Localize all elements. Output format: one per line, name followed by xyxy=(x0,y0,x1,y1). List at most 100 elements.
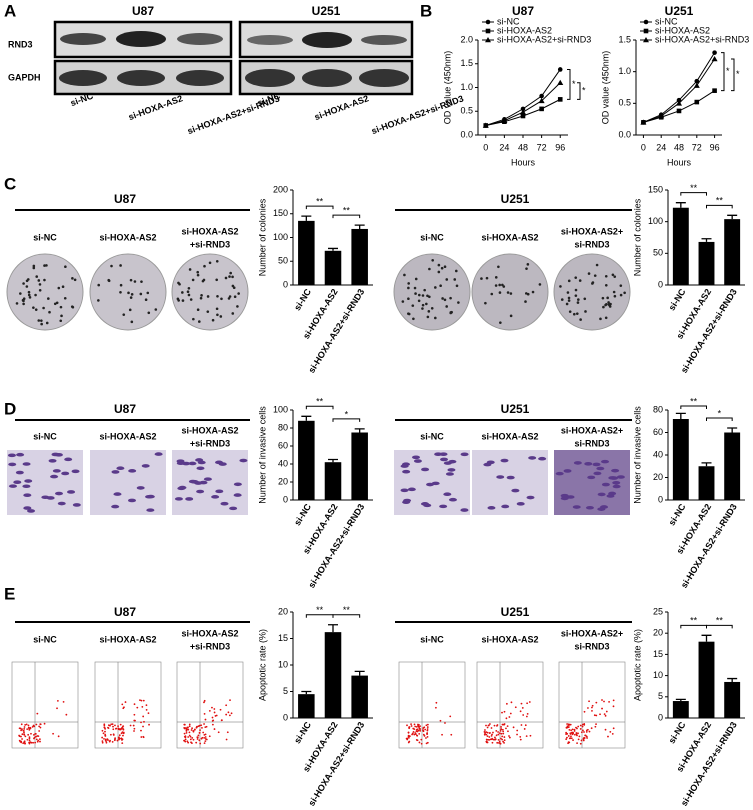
event xyxy=(226,731,229,734)
cell xyxy=(185,497,194,501)
colony xyxy=(421,303,425,307)
event xyxy=(500,732,503,735)
event xyxy=(500,728,502,731)
colony xyxy=(457,301,460,304)
event xyxy=(577,725,580,728)
colony xyxy=(490,292,494,296)
colony xyxy=(144,298,148,302)
event xyxy=(141,706,144,708)
colony xyxy=(45,264,48,267)
event xyxy=(192,730,195,732)
colony xyxy=(133,280,137,283)
colony xyxy=(583,297,587,301)
x-tick-label: 0 xyxy=(641,142,646,152)
event xyxy=(422,730,425,733)
event xyxy=(420,742,423,745)
colony xyxy=(40,322,43,326)
event xyxy=(26,728,29,731)
event xyxy=(498,742,500,744)
event xyxy=(414,733,417,735)
event xyxy=(505,702,508,705)
legend-label: si-NC xyxy=(497,16,520,26)
colony xyxy=(485,276,489,280)
event xyxy=(503,736,506,738)
colony xyxy=(609,302,612,306)
event xyxy=(117,727,120,730)
event xyxy=(185,731,188,734)
colony xyxy=(206,295,210,298)
colony xyxy=(107,278,111,282)
event xyxy=(52,732,55,735)
event xyxy=(408,727,411,730)
condition-label: +si-RND3 xyxy=(190,641,230,651)
cell xyxy=(587,475,596,480)
blot-band xyxy=(359,69,409,87)
colony xyxy=(524,300,527,303)
cell xyxy=(195,458,204,462)
cell xyxy=(597,492,606,497)
y-tick-label: 0 xyxy=(658,279,663,289)
event xyxy=(114,738,116,741)
cell xyxy=(560,496,569,501)
event xyxy=(145,709,148,711)
event xyxy=(516,729,519,732)
event xyxy=(582,729,584,732)
event xyxy=(203,699,206,702)
event xyxy=(571,731,574,734)
cell xyxy=(612,480,621,485)
event xyxy=(519,738,522,741)
colony xyxy=(526,292,530,296)
cell xyxy=(506,475,515,480)
event xyxy=(197,734,200,737)
colony xyxy=(15,302,19,305)
y-tick-label: 20 xyxy=(653,628,663,638)
event xyxy=(524,724,527,727)
x-tick-label: 96 xyxy=(555,142,565,152)
event xyxy=(36,712,39,715)
event xyxy=(413,733,416,736)
colony xyxy=(34,293,37,297)
colony xyxy=(59,305,63,309)
event xyxy=(495,734,498,737)
colony xyxy=(38,288,42,292)
colony xyxy=(445,305,448,308)
event xyxy=(107,739,109,742)
colony xyxy=(191,278,195,282)
colony xyxy=(196,308,200,312)
event xyxy=(142,735,145,738)
legend-label: si-HOXA-AS2 xyxy=(655,25,710,35)
cell xyxy=(146,494,155,499)
cell xyxy=(496,475,505,479)
event xyxy=(120,737,123,740)
x-tick-label: 48 xyxy=(518,142,528,152)
event xyxy=(525,715,528,718)
event xyxy=(528,701,531,703)
event xyxy=(103,724,106,727)
row-title: U87 xyxy=(114,402,136,416)
event xyxy=(496,741,499,744)
colony xyxy=(421,294,425,297)
colony xyxy=(407,297,410,301)
colony xyxy=(216,313,219,317)
colony xyxy=(199,296,203,300)
cell xyxy=(50,474,59,479)
event xyxy=(581,723,584,726)
event xyxy=(112,725,114,728)
colony xyxy=(216,294,219,298)
significance-bracket xyxy=(305,614,334,618)
bar xyxy=(724,681,741,718)
event xyxy=(20,723,23,726)
colony xyxy=(119,290,122,294)
event xyxy=(418,741,421,744)
error-bar xyxy=(354,428,365,433)
event xyxy=(601,699,603,701)
event xyxy=(435,701,438,704)
event xyxy=(211,706,213,709)
event xyxy=(105,741,108,744)
cell xyxy=(16,452,25,457)
colony xyxy=(236,305,239,308)
event xyxy=(483,733,486,736)
y-tick-label: 10 xyxy=(653,670,663,680)
event xyxy=(188,731,191,734)
cell xyxy=(8,484,17,488)
